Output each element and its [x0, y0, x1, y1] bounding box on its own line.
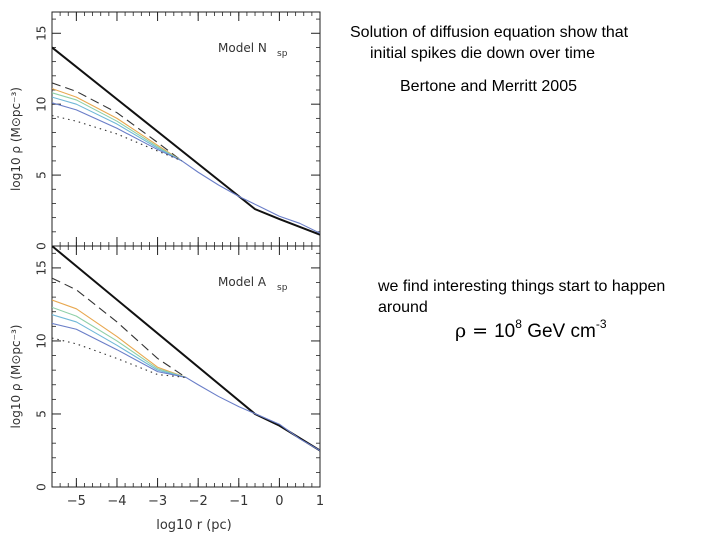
y-axis-label: log10 ρ (M⊙pc⁻³) — [9, 87, 23, 191]
caption2-line-2: around — [378, 299, 428, 316]
y-tick-label: 10 — [35, 97, 49, 112]
y-tick-label: 0 — [35, 483, 49, 491]
model-label-subscript: sp — [277, 49, 288, 59]
plot-frame — [51, 11, 321, 247]
caption-line-2: initial spikes die down over time — [370, 45, 595, 62]
formula-unit: GeV cm — [521, 321, 596, 342]
x-tick-label: −5 — [67, 494, 86, 509]
y-tick-label: 0 — [35, 242, 49, 250]
x-tick-label: 0 — [275, 494, 283, 509]
x-tick-label: 1 — [316, 494, 324, 509]
series-line-evolved-1 — [52, 299, 187, 378]
series-line-evolved-3 — [52, 314, 187, 378]
formula-exponent: 8 — [515, 317, 522, 331]
diffusion-caption: Solution of diffusion equation show that… — [350, 22, 680, 64]
formula-rho: ρ — [455, 320, 467, 342]
model-label: Model A — [218, 275, 267, 289]
series-line-outer-profile — [185, 376, 320, 451]
y-tick-label: 5 — [35, 410, 49, 418]
series-line-evolved-2 — [52, 306, 187, 378]
series-line-dotted — [52, 337, 187, 379]
series-group — [52, 46, 320, 236]
series-line-evolved-2 — [52, 92, 183, 162]
y-tick-label: 15 — [35, 26, 49, 41]
y-axis-label: log10 ρ (M⊙pc⁻³) — [9, 325, 23, 429]
plot-frame — [51, 245, 321, 488]
series-line-outer-profile — [181, 160, 320, 234]
series-line-evolved-1 — [52, 88, 183, 162]
y-tick-label: 10 — [35, 333, 49, 348]
caption2-line-1: we find interesting things start to happ… — [378, 278, 666, 295]
series-line-dashed — [52, 82, 183, 162]
series-line-initial-spike — [52, 46, 320, 236]
series-group — [52, 246, 320, 452]
formula-equals: = — [472, 320, 489, 342]
caption-line-1: Solution of diffusion equation show that — [350, 24, 629, 41]
formula-base: 10 — [494, 321, 516, 342]
x-tick-label: −3 — [148, 494, 167, 509]
density-formula: ρ = 108 GeV cm-3 — [455, 317, 607, 346]
series-line-dashed — [52, 277, 187, 378]
x-tick-label: −2 — [189, 494, 208, 509]
x-tick-label: −1 — [229, 494, 248, 509]
model-label-subscript: sp — [277, 283, 288, 293]
series-line-initial-spike — [52, 246, 320, 452]
y-tick-label: 5 — [35, 171, 49, 179]
series-line-evolved-4 — [52, 102, 183, 162]
threshold-caption: we find interesting things start to happ… — [378, 276, 708, 318]
x-tick-label: −4 — [107, 494, 126, 509]
panel-top: 0 5 10 15 log10 ρ (M⊙pc⁻³) Model N sp — [9, 11, 321, 250]
series-line-dotted — [52, 114, 183, 162]
citation: Bertone and Merritt 2005 — [400, 78, 577, 95]
series-line-evolved-3 — [52, 96, 183, 162]
formula-unit-exponent: -3 — [595, 317, 607, 331]
x-axis-label: log10 r (pc) — [156, 518, 232, 533]
model-label: Model N — [218, 41, 267, 55]
series-line-evolved-4 — [52, 322, 187, 378]
y-tick-label: 15 — [35, 260, 49, 275]
